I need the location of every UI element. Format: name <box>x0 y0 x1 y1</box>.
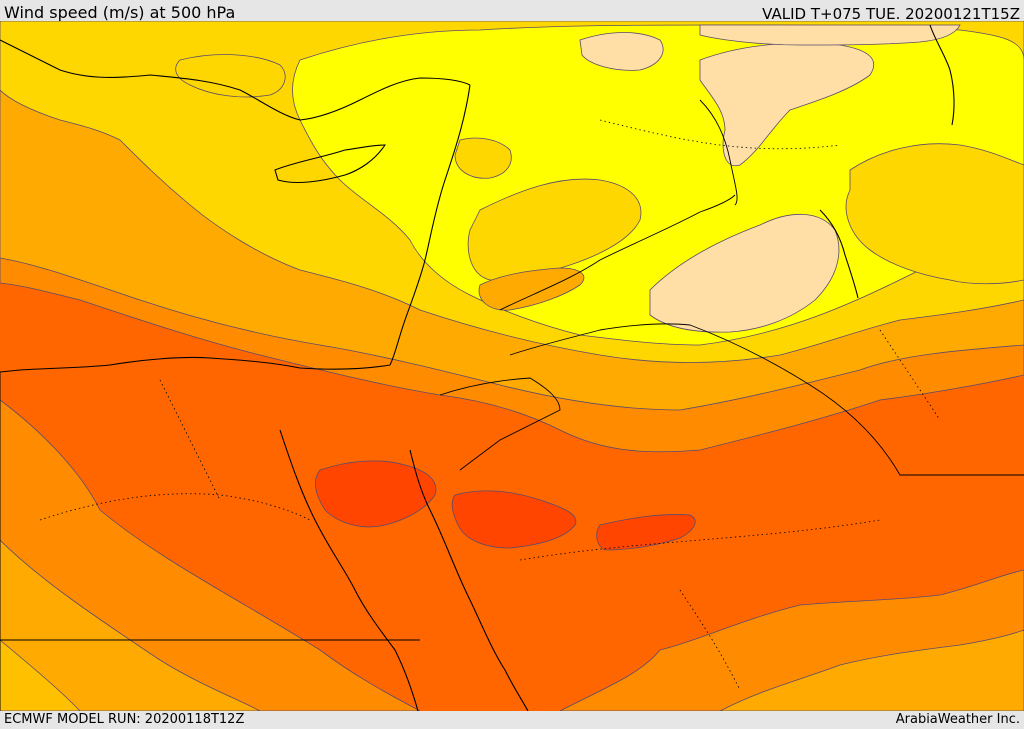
admin-boundaries <box>39 119 941 691</box>
border-jordan-saudi <box>439 377 561 471</box>
border-syria-iraq <box>499 194 736 311</box>
coast-gulf <box>819 209 859 299</box>
band-gold-island-north <box>175 54 286 98</box>
band-pale-patch-black-sea <box>579 32 664 71</box>
admin-line-2 <box>519 519 881 561</box>
coast-levant <box>389 84 471 366</box>
admin-line-4 <box>159 379 221 501</box>
band-gold-south-west <box>0 639 81 711</box>
coastlines <box>0 24 955 711</box>
coast-egypt-north <box>0 356 391 373</box>
model-run-label: ECMWF MODEL RUN: 20200118T12Z <box>4 712 245 727</box>
coast-red-sea-west <box>279 429 419 711</box>
map-svg <box>0 21 1024 711</box>
coast-turkey-south <box>0 39 471 121</box>
border-saudi-iraq <box>509 323 1024 476</box>
admin-line-3 <box>599 119 841 150</box>
band-gold-island-levant <box>454 137 512 179</box>
band-gold-island-syria-iraq <box>467 178 642 281</box>
coast-cyprus <box>274 144 387 184</box>
footer-bar: ECMWF MODEL RUN: 20200118T12Z ArabiaWeat… <box>0 711 1024 729</box>
chart-title: Wind speed (m/s) at 500 hPa <box>4 3 236 22</box>
band-gold-island-iran <box>845 143 1024 285</box>
admin-line-5 <box>679 589 741 691</box>
credit-label: ArabiaWeather Inc. <box>895 712 1020 727</box>
band-pale-patch-iraq <box>649 213 840 333</box>
admin-line-6 <box>879 329 941 421</box>
band-jet-core-sinai <box>315 460 437 528</box>
band-light-orange-south-east <box>719 629 1024 711</box>
coast-red-sea-east <box>409 449 529 711</box>
band-jet-core-arabia <box>451 490 577 549</box>
admin-line-1 <box>39 493 311 521</box>
band-orange-patch-iraq <box>478 267 585 311</box>
border-iraq-iran <box>699 99 738 206</box>
wind-speed-map <box>0 21 1024 711</box>
band-pale-patch-caspian <box>699 24 961 46</box>
title-bar: Wind speed (m/s) at 500 hPa VALID T+075 … <box>0 0 1024 23</box>
band-jet-core-gulf <box>596 514 696 551</box>
coast-caspian-west <box>929 24 955 126</box>
band-light-orange-south-west <box>0 539 261 711</box>
borders <box>0 99 1024 711</box>
valid-time-label: VALID T+075 TUE. 20200121T15Z <box>762 5 1020 23</box>
